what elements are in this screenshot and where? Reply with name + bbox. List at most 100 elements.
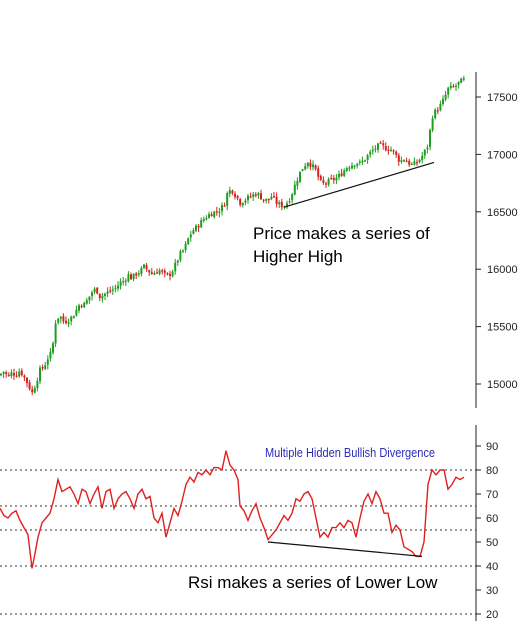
candle-body [410,163,413,165]
rsi-panel: 90 80 70 60 50 40 30 20 Multiple Hidden Bullish… [0,425,498,621]
price-tick-label: 16500 [487,207,518,219]
candle-body [153,272,156,275]
candle-body [332,177,335,181]
rsi-line [0,450,465,569]
candle-body [421,155,424,161]
candle-body [309,162,312,167]
candle-body [335,177,338,181]
candle-body [452,86,455,88]
candle-body [98,293,101,299]
candle-body [189,234,192,238]
candle-body [462,78,465,80]
candle-body [374,148,377,150]
candle-body [244,200,247,203]
candle-body [392,150,395,152]
candle-body [135,273,138,276]
price-tick-label: 17000 [487,149,518,161]
candle-body [306,162,309,167]
candle-body [65,320,67,324]
candle-body [13,373,15,376]
candle-body [18,371,21,377]
candle-body [288,201,291,203]
candle-body [174,262,177,272]
candle-body [127,274,130,282]
price-y-ticks: 17500 17000 16500 16000 15500 15000 [476,92,518,391]
candle-body [260,193,262,200]
candle-body [239,199,242,205]
candle-body [317,168,320,177]
candle-body [184,243,187,251]
candle-body [449,85,452,88]
candle-body [176,260,179,263]
candle-body [348,167,351,169]
candle-body [460,78,463,83]
candle-body [231,190,234,194]
candle-body [254,194,257,196]
rsi-y-ticks: 90 80 70 60 50 40 30 20 [476,441,498,621]
rsi-reference-levels [0,469,476,615]
candle-body [278,202,281,205]
candle-body [384,146,387,151]
candle-body [57,318,60,323]
candle-body [301,169,304,171]
candle-body [78,305,80,311]
candle-body [49,351,52,359]
candle-body [88,296,91,301]
candle-body [364,160,366,162]
candle-body [195,225,197,231]
candle-body [379,142,382,144]
candle-body [202,219,205,221]
rsi-tick-label: 40 [486,561,498,573]
candle-body [442,98,444,104]
rsi-tick-label: 30 [486,585,498,597]
candle-body [390,149,392,151]
price-annotation-line2: Higher High [253,247,343,266]
candle-body [395,151,398,155]
candle-body [101,295,104,299]
candle-body [299,171,301,182]
candle-body [280,201,283,208]
candle-body [447,87,450,95]
price-trendline [283,161,435,208]
candle-body [304,166,307,170]
candle-body [338,174,340,178]
candle-body [197,225,200,228]
candle-body [319,175,322,180]
candle-body [223,205,226,207]
candle-body [387,149,390,151]
candle-body [111,289,114,291]
candle-body [418,159,421,163]
candle-body [179,251,182,261]
candle-body [455,85,457,87]
candle-body [163,270,166,273]
candle-body [83,302,86,308]
candle-body [236,195,239,199]
candle-body [291,194,294,201]
candle-body [70,316,73,322]
candle-body [119,281,122,286]
candle-body [104,293,106,296]
candle-body [169,273,171,276]
candle-body [416,162,418,164]
candle-body [405,160,408,162]
candle-body [96,287,99,294]
candle-body [351,165,353,169]
candle-body [270,196,273,200]
candle-body [221,205,223,212]
candle-body [161,270,164,272]
candle-body [54,323,57,344]
rsi-title: Multiple Hidden Bullish Divergence [265,445,435,460]
rsi-tick-label: 80 [486,465,498,477]
candle-body [296,180,299,186]
candle-body [171,271,174,277]
candle-body [20,370,23,376]
candle-body [182,250,184,252]
candle-body [358,161,361,163]
candle-body [114,287,117,289]
candle-body [325,183,327,185]
price-tick-label: 15500 [487,322,518,334]
candle-body [192,230,195,234]
candle-body [41,366,44,369]
